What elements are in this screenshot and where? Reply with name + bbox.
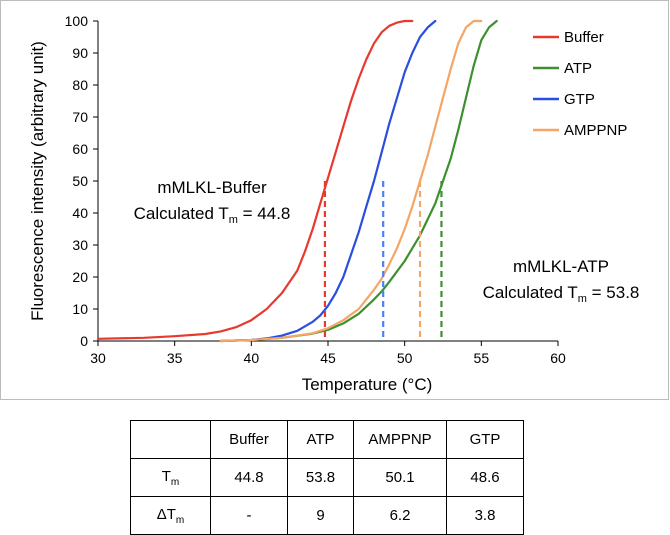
annotation-atp-line2: Calculated Tm = 53.8 <box>483 283 640 305</box>
table-row: ΔTm - 9 6.2 3.8 <box>130 496 524 535</box>
table-row: Tm 44.8 53.8 50.1 48.6 <box>130 458 524 497</box>
table-header-cell: Buffer <box>210 420 288 459</box>
y-tick-label: 30 <box>72 237 88 253</box>
series-line-amppnp <box>219 19 483 343</box>
y-tick-label: 60 <box>72 141 88 157</box>
melting-curve-chart: 0 10 20 30 40 50 60 70 80 90 100 30 35 40 45 50 55 60 Buff… <box>28 13 640 394</box>
legend-label: Buffer <box>564 29 604 46</box>
y-tick-label: 80 <box>72 77 88 93</box>
y-tick-label: 50 <box>72 173 88 189</box>
table-cell: 3.8 <box>446 496 524 535</box>
chart-panel: 0 10 20 30 40 50 60 70 80 90 100 30 35 40 45 50 55 60 Buff… <box>0 0 669 400</box>
table-cell: 50.1 <box>353 458 447 497</box>
row-label: Tm <box>130 458 211 497</box>
table-header-cell: AMPPNP <box>353 420 447 459</box>
table-cell: 53.8 <box>287 458 354 497</box>
row-label: ΔTm <box>130 496 211 535</box>
series-line-buffer <box>96 19 414 340</box>
y-tick-label: 0 <box>80 333 88 349</box>
y-axis-title: Fluorescence intensity (arbitrary unit) <box>28 41 47 321</box>
table-cell: 6.2 <box>353 496 447 535</box>
annotation-buffer-line1: mMLKL-Buffer <box>157 178 267 197</box>
annotation-atp-line1: mMLKL-ATP <box>513 257 609 276</box>
y-tick-label: 90 <box>72 45 88 61</box>
y-tick-label: 70 <box>72 109 88 125</box>
annotation-buffer-line2: Calculated Tm = 44.8 <box>134 204 291 226</box>
x-tick-label: 60 <box>550 350 566 366</box>
x-tick-label: 50 <box>397 350 413 366</box>
y-tick-label: 20 <box>72 269 88 285</box>
x-tick-label: 55 <box>474 350 490 366</box>
x-tick-label: 30 <box>90 350 106 366</box>
x-tick-label: 40 <box>244 350 260 366</box>
table-header-row: Buffer ATP AMPPNP GTP <box>130 420 524 459</box>
y-tick-label: 100 <box>65 13 89 29</box>
x-tick-label: 45 <box>320 350 336 366</box>
y-tick-label: 40 <box>72 205 88 221</box>
series-line-gtp <box>219 19 437 343</box>
legend-label: ATP <box>564 60 592 77</box>
legend-label: GTP <box>564 91 595 108</box>
tm-table: Buffer ATP AMPPNP GTP Tm 44.8 53.8 50.1 … <box>130 420 524 535</box>
x-tick-label: 35 <box>167 350 183 366</box>
table-header-cell <box>130 420 211 459</box>
x-axis-title: Temperature (°C) <box>302 375 433 394</box>
legend-label: AMPPNP <box>564 122 627 139</box>
table-cell: 9 <box>287 496 354 535</box>
y-tick-label: 10 <box>72 301 88 317</box>
table-header-cell: GTP <box>446 420 524 459</box>
table-header-cell: ATP <box>287 420 354 459</box>
table-cell: 48.6 <box>446 458 524 497</box>
table-cell: - <box>210 496 288 535</box>
table-cell: 44.8 <box>210 458 288 497</box>
